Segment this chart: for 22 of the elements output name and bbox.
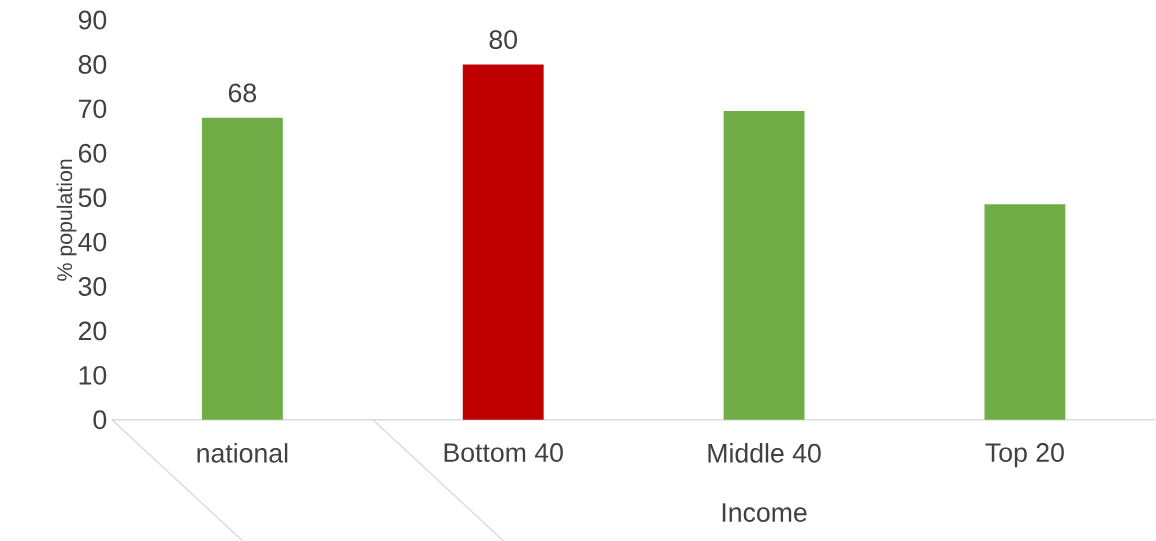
bar [723,110,805,420]
y-tick-label: 80 [78,54,107,74]
x-tick-label: Top 20 [985,442,1064,468]
y-tick-label: 10 [79,365,107,385]
x-tick-label: Middle 40 [708,442,821,463]
x-tick-label: Bottom 40 [444,442,563,462]
y-tick-label: 0 [93,410,107,429]
data-label: 80 [489,30,517,49]
y-tick-label: 50 [78,188,107,207]
y-tick-label: 30 [78,276,107,296]
data-label: 68 [228,83,257,103]
bar [984,204,1066,420]
y-tick-label: 70 [78,99,107,119]
y-tick-label: 60 [78,143,107,163]
bar [462,64,544,420]
y-tick-label: 40 [78,232,107,252]
y-tick-label: 90 [78,10,107,30]
y-axis-title: % population [56,159,77,281]
x-tick-label: national [197,442,288,463]
bar [201,117,283,420]
x-axis-title: Income [722,503,807,522]
y-tick-label: 20 [78,321,107,341]
